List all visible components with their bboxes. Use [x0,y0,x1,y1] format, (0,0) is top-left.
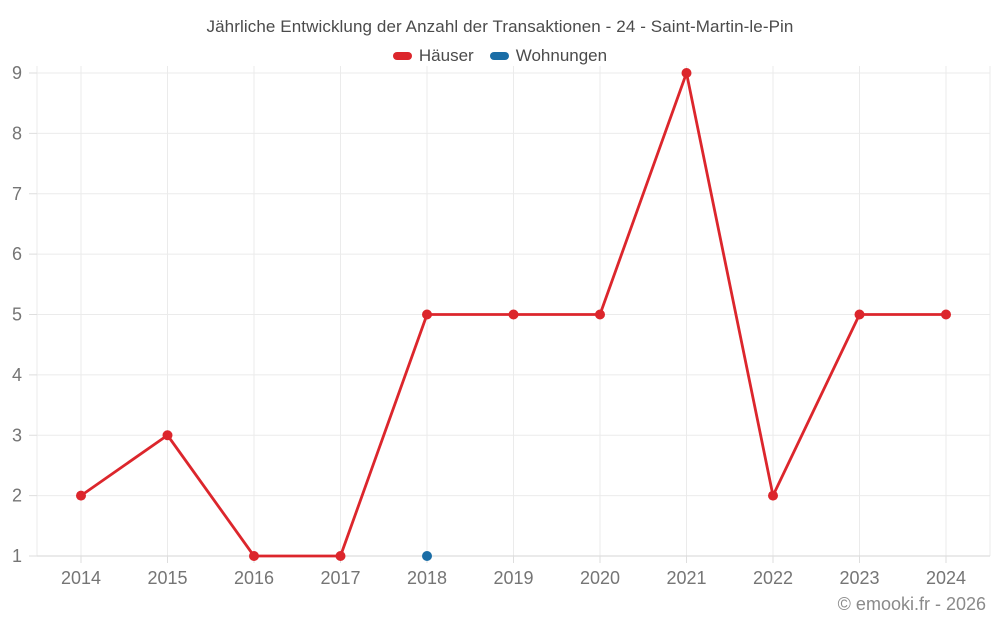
data-point[interactable] [508,309,519,320]
axis-labels: 2014 2015 2016 2017 2018 2019 2020 2021 2022 2023… [12,63,966,588]
y-axis-label: 3 [12,425,22,445]
x-axis-label: 2017 [320,568,360,588]
x-axis-label: 2020 [580,568,620,588]
x-axis-label: 2016 [234,568,274,588]
chart-title: Jährliche Entwicklung der Anzahl der Tra… [206,17,794,36]
data-point[interactable] [941,309,951,320]
x-axis-label: 2022 [753,568,793,588]
y-axis-label: 1 [12,546,22,566]
attribution: © emooki.fr - 2026 [837,594,986,614]
x-axis-label: 2018 [407,568,447,588]
legend-label-wohnungen: Wohnungen [515,46,608,65]
legend-swatch-wohnungen [489,52,509,60]
legend: Häuser Wohnungen [0,46,1000,66]
data-point[interactable] [162,430,173,441]
legend-item-haeuser[interactable]: Häuser [392,46,474,66]
data-point[interactable] [768,490,778,501]
data-point[interactable] [854,309,865,320]
axis-ticks [29,72,947,563]
x-axis-label: 2014 [61,568,101,588]
x-axis-label: 2021 [666,568,706,588]
y-axis-label: 2 [12,486,22,506]
data-point[interactable] [595,309,605,320]
legend-label-haeuser: Häuser [418,46,474,65]
data-point[interactable] [335,551,346,561]
data-point[interactable] [422,551,432,561]
x-axis-label: 2015 [147,568,187,588]
data-point[interactable] [681,68,692,78]
y-axis-label: 9 [12,63,22,83]
y-axis-label: 4 [12,365,22,385]
x-axis-label: 2019 [493,568,533,588]
data-point[interactable] [422,309,432,320]
data-point[interactable] [249,551,259,561]
y-axis-label: 7 [12,184,22,204]
legend-swatch-haeuser [392,52,412,60]
legend-item-wohnungen[interactable]: Wohnungen [489,46,608,66]
y-axis-label: 5 [12,305,22,325]
y-axis-label: 6 [12,244,22,264]
data-point[interactable] [76,490,86,501]
y-axis-label: 8 [12,123,22,143]
x-axis-label: 2023 [839,568,879,588]
series-haeuser [76,68,951,561]
series-wohnungen [422,551,432,561]
x-axis-label: 2024 [926,568,966,588]
